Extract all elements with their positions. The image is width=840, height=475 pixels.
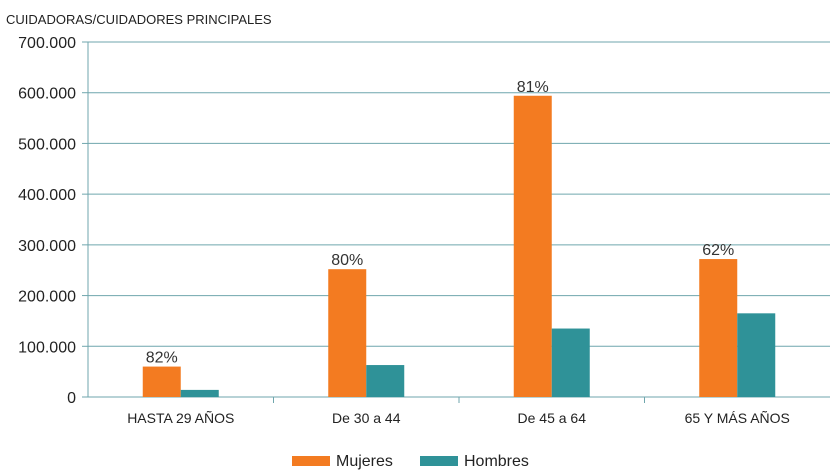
bar-mujeres-3 bbox=[513, 95, 552, 397]
bar-mujeres-1 bbox=[142, 366, 181, 397]
bar-annotation: 81% bbox=[517, 79, 549, 96]
bar-annotations: 82% 80% 81% 62% bbox=[146, 79, 735, 367]
y-axis-ticks: 0 100.000 200.000 300.000 400.000 500.000 600.… bbox=[18, 35, 76, 407]
legend-label-mujeres: Mujeres bbox=[336, 453, 393, 470]
y-tick-label: 200.000 bbox=[18, 289, 76, 306]
bar-annotation: 62% bbox=[702, 242, 734, 259]
bar-mujeres-2 bbox=[328, 269, 367, 397]
legend-swatch-hombres bbox=[420, 456, 458, 466]
bar-hombres-3 bbox=[551, 328, 590, 397]
x-tick-label: De 45 a 64 bbox=[518, 410, 587, 426]
x-axis-ticks: HASTA 29 AÑOS De 30 a 44 De 45 a 64 65 Y MÁ… bbox=[127, 410, 790, 426]
bar-annotation: 82% bbox=[146, 350, 178, 367]
chart-title: CUIDADORAS/CUIDADORES PRINCIPALES bbox=[6, 12, 272, 27]
legend-label-hombres: Hombres bbox=[464, 453, 529, 470]
legend-swatch-mujeres bbox=[292, 456, 330, 466]
bar-annotation: 80% bbox=[331, 252, 363, 269]
bar-hombres-2 bbox=[366, 365, 405, 397]
bar-hombres-4 bbox=[737, 313, 776, 397]
x-tick-label: 65 Y MÁS AÑOS bbox=[685, 410, 790, 426]
y-tick-label: 400.000 bbox=[18, 187, 76, 204]
y-tick-label: 500.000 bbox=[18, 136, 76, 153]
x-tick-label: HASTA 29 AÑOS bbox=[127, 410, 234, 426]
y-tick-label: 700.000 bbox=[18, 35, 76, 52]
gridlines bbox=[82, 41, 830, 403]
y-tick-label: 600.000 bbox=[18, 86, 76, 103]
legend: Mujeres Hombres bbox=[292, 453, 529, 470]
bar-hombres-1 bbox=[180, 389, 219, 397]
y-tick-label: 300.000 bbox=[18, 238, 76, 255]
x-tick-label: De 30 a 44 bbox=[332, 410, 401, 426]
y-tick-label: 100.000 bbox=[18, 339, 76, 356]
bar-mujeres-4 bbox=[699, 259, 738, 397]
bars bbox=[142, 95, 776, 397]
y-tick-label: 0 bbox=[67, 390, 76, 407]
